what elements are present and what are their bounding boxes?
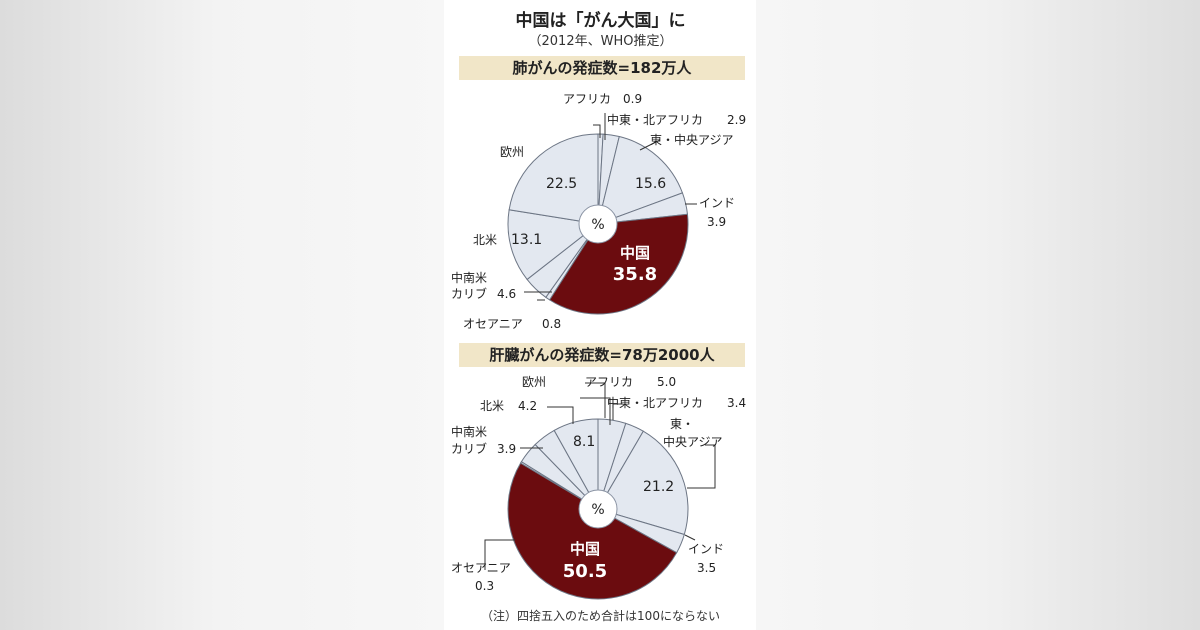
pie1-label-india: インド	[699, 196, 735, 210]
pie1-value-china: 35.8	[613, 264, 657, 285]
pie2-value-oceania: 0.3	[475, 579, 494, 593]
pie1-value-europe: 22.5	[546, 176, 577, 192]
chart-panel: 中国は「がん大国」に （2012年、WHO推定） 肺がんの発症数=182万人 肝…	[445, 0, 756, 630]
pie2-center-label: %	[591, 502, 604, 518]
pie2-label-mena: 中東・北アフリカ	[607, 395, 703, 410]
pie2-label-east-asia-2: 中央アジア	[663, 434, 723, 449]
pie1-label-latam-2: カリブ	[451, 286, 487, 301]
pie1-slice-4	[548, 213, 689, 315]
pie1-label-china: 中国	[620, 244, 650, 262]
footnote: （注）四捨五入のため合計は100にならない	[481, 609, 720, 623]
pie2-label-na: 北米	[480, 399, 504, 413]
pie2-label-china: 中国	[570, 540, 600, 558]
pie1-center-label: %	[591, 217, 604, 233]
pie2-slice-4	[507, 462, 678, 600]
chart-title: 中国は「がん大国」に	[515, 11, 686, 31]
pie1-label-europe: 欧州	[500, 145, 524, 159]
lung-cancer-heading: 肺がんの発症数=182万人	[459, 56, 745, 80]
pie2-value-africa: 5.0	[657, 375, 676, 389]
pie1-slice-8	[508, 133, 599, 225]
pie2-value-east-asia: 21.2	[643, 479, 674, 495]
liver-cancer-heading: 肝臓がんの発症数=78万2000人	[459, 343, 745, 367]
pie2-label-latam-2: カリブ	[451, 441, 487, 456]
liver-cancer-pie: % アフリカ 5.0 中東・北アフリカ 3.4 東・ 中央アジア 21.2 イン…	[451, 375, 746, 600]
pie2-value-na: 4.2	[518, 399, 537, 413]
pie1-label-africa: アフリカ	[563, 92, 611, 106]
pie2-label-europe: 欧州	[522, 375, 546, 389]
pie1-value-india: 3.9	[707, 215, 726, 229]
pie1-label-latam: 中南米	[451, 270, 487, 285]
pie1-value-oceania: 0.8	[542, 317, 561, 331]
pie2-slice-8	[553, 418, 599, 511]
pie1-value-latam: 4.6	[497, 287, 516, 301]
pie1-slice-2	[597, 135, 684, 225]
pie2-value-europe: 8.1	[573, 434, 595, 450]
pie2-value-mena: 3.4	[727, 396, 746, 410]
pie2-value-india: 3.5	[697, 561, 716, 575]
pie1-label-mena: 中東・北アフリカ	[607, 112, 703, 127]
pie2-label-oceania: オセアニア	[451, 561, 511, 575]
pie1-value-africa: 0.9	[623, 92, 642, 106]
pie1-value-east-asia: 15.6	[635, 176, 666, 192]
pie2-value-china: 50.5	[563, 561, 607, 582]
pie2-label-africa: アフリカ	[585, 375, 633, 389]
pie2-slice-2	[597, 430, 689, 536]
pie1-label-oceania: オセアニア	[463, 317, 523, 331]
pie1-value-mena: 2.9	[727, 113, 746, 127]
pie2-value-latam: 3.9	[497, 442, 516, 456]
pie2-label-india: インド	[688, 542, 724, 556]
pie1-label-east-asia: 東・中央アジア	[650, 132, 734, 147]
pie2-label-east-asia-1: 東・	[670, 417, 694, 431]
pie1-label-na: 北米	[473, 233, 497, 247]
pie2-label-latam: 中南米	[451, 424, 487, 439]
pie1-slice-7	[507, 209, 600, 281]
pie1-value-na: 13.1	[511, 232, 542, 248]
lung-cancer-pie: % アフリカ 0.9 中東・北アフリカ 2.9 東・中央アジア 15.6 インド…	[451, 92, 746, 331]
chart-subtitle: （2012年、WHO推定）	[528, 34, 673, 49]
